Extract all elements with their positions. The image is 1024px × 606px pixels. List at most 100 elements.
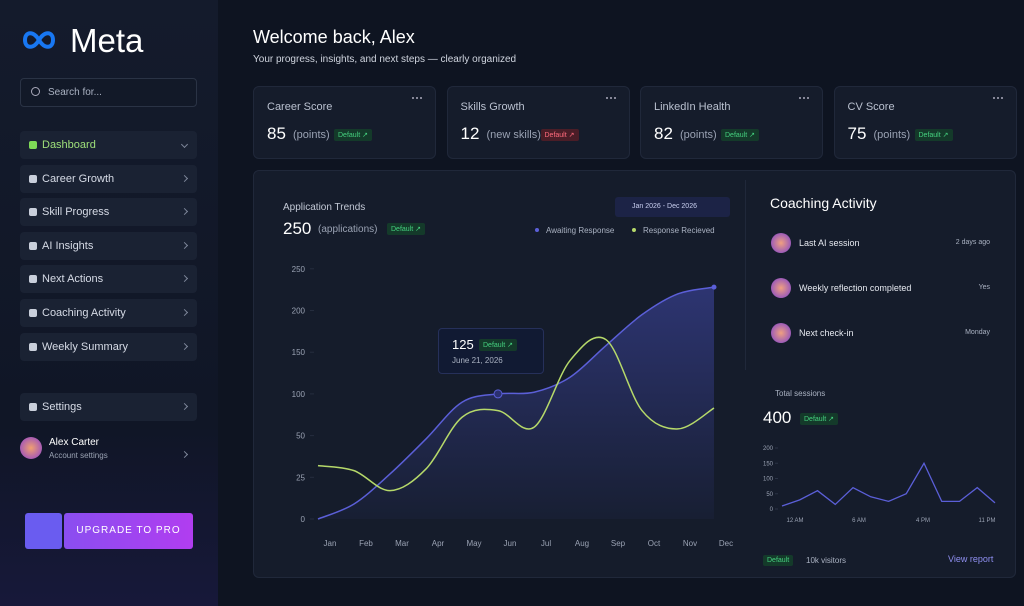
card-value: 85 bbox=[267, 124, 286, 143]
tooltip-date: June 21, 2026 bbox=[452, 356, 503, 365]
nav-item[interactable]: Career Growth bbox=[20, 164, 197, 193]
nav-label: Dashboard bbox=[42, 139, 96, 151]
visitors: 10k visitors bbox=[806, 556, 847, 565]
card-unit: (points) bbox=[873, 129, 911, 141]
nav-label: Weekly Summary bbox=[42, 340, 128, 353]
user-name: Alex Carter bbox=[49, 437, 100, 448]
card-badge: Default ↗ bbox=[334, 129, 372, 141]
avatar bbox=[20, 437, 42, 459]
x-tick-label: 11 PM bbox=[979, 518, 996, 524]
card-title: Skills Growth bbox=[460, 101, 525, 113]
upgrade-icon[interactable] bbox=[25, 513, 62, 549]
x-tick-label: May bbox=[466, 539, 481, 548]
activity-time: Yes bbox=[978, 284, 990, 291]
nav-item[interactable]: Next Actions bbox=[20, 265, 197, 294]
card-menu[interactable] bbox=[797, 97, 809, 99]
page-title: Welcome back, Alex bbox=[253, 27, 415, 47]
nav-item[interactable]: Dashboard bbox=[20, 131, 197, 159]
stat-card: LinkedIn Health 82 (points) Default ↗ bbox=[640, 86, 823, 159]
y-tick-label: 0 bbox=[301, 515, 306, 524]
nav-item[interactable]: Skill Progress bbox=[20, 198, 197, 227]
legend-label: Awaiting Response bbox=[546, 226, 615, 235]
stat-card: Skills Growth 12 (new skills) Default ↗ bbox=[446, 86, 630, 159]
stat-card: Career Score 85 (points) Default ↗ bbox=[253, 86, 436, 159]
sessions-line bbox=[781, 461, 996, 507]
stat-card: CV Score 75 (points) Default ↗ bbox=[833, 86, 1017, 159]
card-badge: Default ↗ bbox=[721, 129, 759, 141]
y-tick-label: 50 bbox=[296, 432, 305, 441]
sessions-value: 400 bbox=[763, 408, 792, 427]
activity-icon bbox=[771, 278, 791, 298]
nav-label: Skill Progress bbox=[42, 206, 110, 219]
x-tick-label: Jun bbox=[504, 539, 517, 548]
nav-item[interactable]: AI Insights bbox=[20, 231, 197, 260]
x-tick-label: Nov bbox=[683, 539, 697, 548]
settings-label: Settings bbox=[42, 401, 82, 413]
nav-label: Career Growth bbox=[42, 172, 115, 185]
nav-label: Next Actions bbox=[42, 273, 104, 286]
nav-item[interactable]: Coaching Activity bbox=[20, 299, 197, 327]
tooltip-value: 125 bbox=[452, 337, 474, 352]
card-title: Career Score bbox=[267, 101, 333, 113]
series-line bbox=[317, 286, 715, 520]
activity-time: 2 days ago bbox=[955, 239, 990, 246]
x-tick-label: Feb bbox=[359, 539, 373, 548]
activity-label: Last AI session bbox=[799, 238, 860, 248]
nav-label: AI Insights bbox=[42, 239, 94, 252]
y-tick-label: 25 bbox=[296, 473, 305, 482]
view-report[interactable]: View report bbox=[948, 554, 994, 564]
y-tick-label: 250 bbox=[292, 265, 306, 274]
activity-time: Monday bbox=[965, 329, 990, 336]
sidebar: Meta Search for... Dashboard Career Growt… bbox=[0, 0, 218, 606]
end-point bbox=[711, 284, 717, 290]
trends-value: 250 bbox=[283, 219, 312, 238]
card-value: 12 bbox=[460, 124, 480, 143]
tooltip-badge: Default ↗ bbox=[479, 339, 517, 351]
trends-unit: (applications) bbox=[318, 224, 378, 235]
card-menu[interactable] bbox=[604, 97, 616, 99]
date-range[interactable]: Jan 2026 - Dec 2026 bbox=[615, 197, 730, 217]
nav-item[interactable]: Weekly Summary bbox=[20, 332, 197, 361]
y-tick-label: 150 bbox=[292, 348, 306, 357]
footer-badge: Default bbox=[763, 555, 794, 566]
activity-icon bbox=[771, 323, 791, 343]
sessions-badge: Default ↗ bbox=[800, 413, 838, 425]
search-placeholder: Search for... bbox=[48, 87, 102, 98]
x-tick-label: Sep bbox=[611, 539, 626, 548]
x-tick-label: Oct bbox=[648, 539, 661, 548]
settings[interactable]: Settings bbox=[20, 393, 197, 421]
x-tick-label: 12 AM bbox=[786, 518, 803, 524]
y-tick-label: 200 bbox=[292, 307, 306, 316]
sessions-title: Total sessions bbox=[775, 389, 826, 398]
card-unit: (points) bbox=[293, 129, 330, 141]
y-tick-label: 100 bbox=[763, 477, 774, 483]
upgrade-button[interactable]: UPGRADE TO PRO bbox=[64, 513, 193, 549]
area bbox=[318, 287, 714, 519]
card-unit: (new skills) bbox=[486, 129, 541, 141]
y-tick-label: 0 bbox=[770, 507, 774, 513]
trends-badge: Default ↗ bbox=[387, 223, 425, 235]
card-value: 75 bbox=[847, 124, 867, 143]
y-tick-label: 200 bbox=[763, 446, 774, 452]
search-box[interactable]: Search for... bbox=[20, 78, 197, 107]
card-menu[interactable] bbox=[991, 97, 1003, 99]
card-unit: (points) bbox=[680, 129, 717, 141]
x-tick-label: 4 PM bbox=[916, 518, 930, 524]
legend-dot bbox=[535, 228, 539, 232]
divider bbox=[745, 180, 746, 370]
card-menu[interactable] bbox=[410, 97, 422, 99]
page-subtitle: Your progress, insights, and next steps … bbox=[253, 54, 517, 65]
activity-icon bbox=[771, 233, 791, 253]
y-tick-label: 50 bbox=[766, 492, 773, 498]
y-tick-label: 150 bbox=[763, 461, 774, 467]
card-badge: Default ↗ bbox=[914, 129, 953, 141]
tooltip: 125 Default ↗ June 21, 2026 bbox=[438, 328, 544, 374]
series-line bbox=[317, 336, 715, 492]
y-tick-label: 100 bbox=[292, 390, 306, 399]
trends-title: Application Trends bbox=[283, 202, 366, 213]
activity-label: Weekly reflection completed bbox=[799, 283, 912, 293]
x-tick-label: Jan bbox=[324, 539, 337, 548]
coaching-title: Coaching Activity bbox=[770, 195, 877, 211]
